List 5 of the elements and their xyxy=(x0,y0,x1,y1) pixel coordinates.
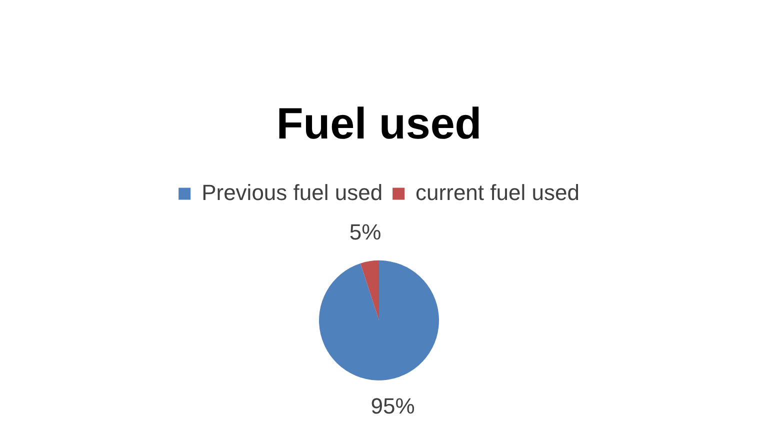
legend-label: current fuel used xyxy=(416,180,580,205)
data-label: 95% xyxy=(370,393,415,418)
data-label: 5% xyxy=(349,220,382,245)
legend-label: Previous fuel used xyxy=(202,180,383,205)
chart-title: Fuel used xyxy=(276,100,482,149)
